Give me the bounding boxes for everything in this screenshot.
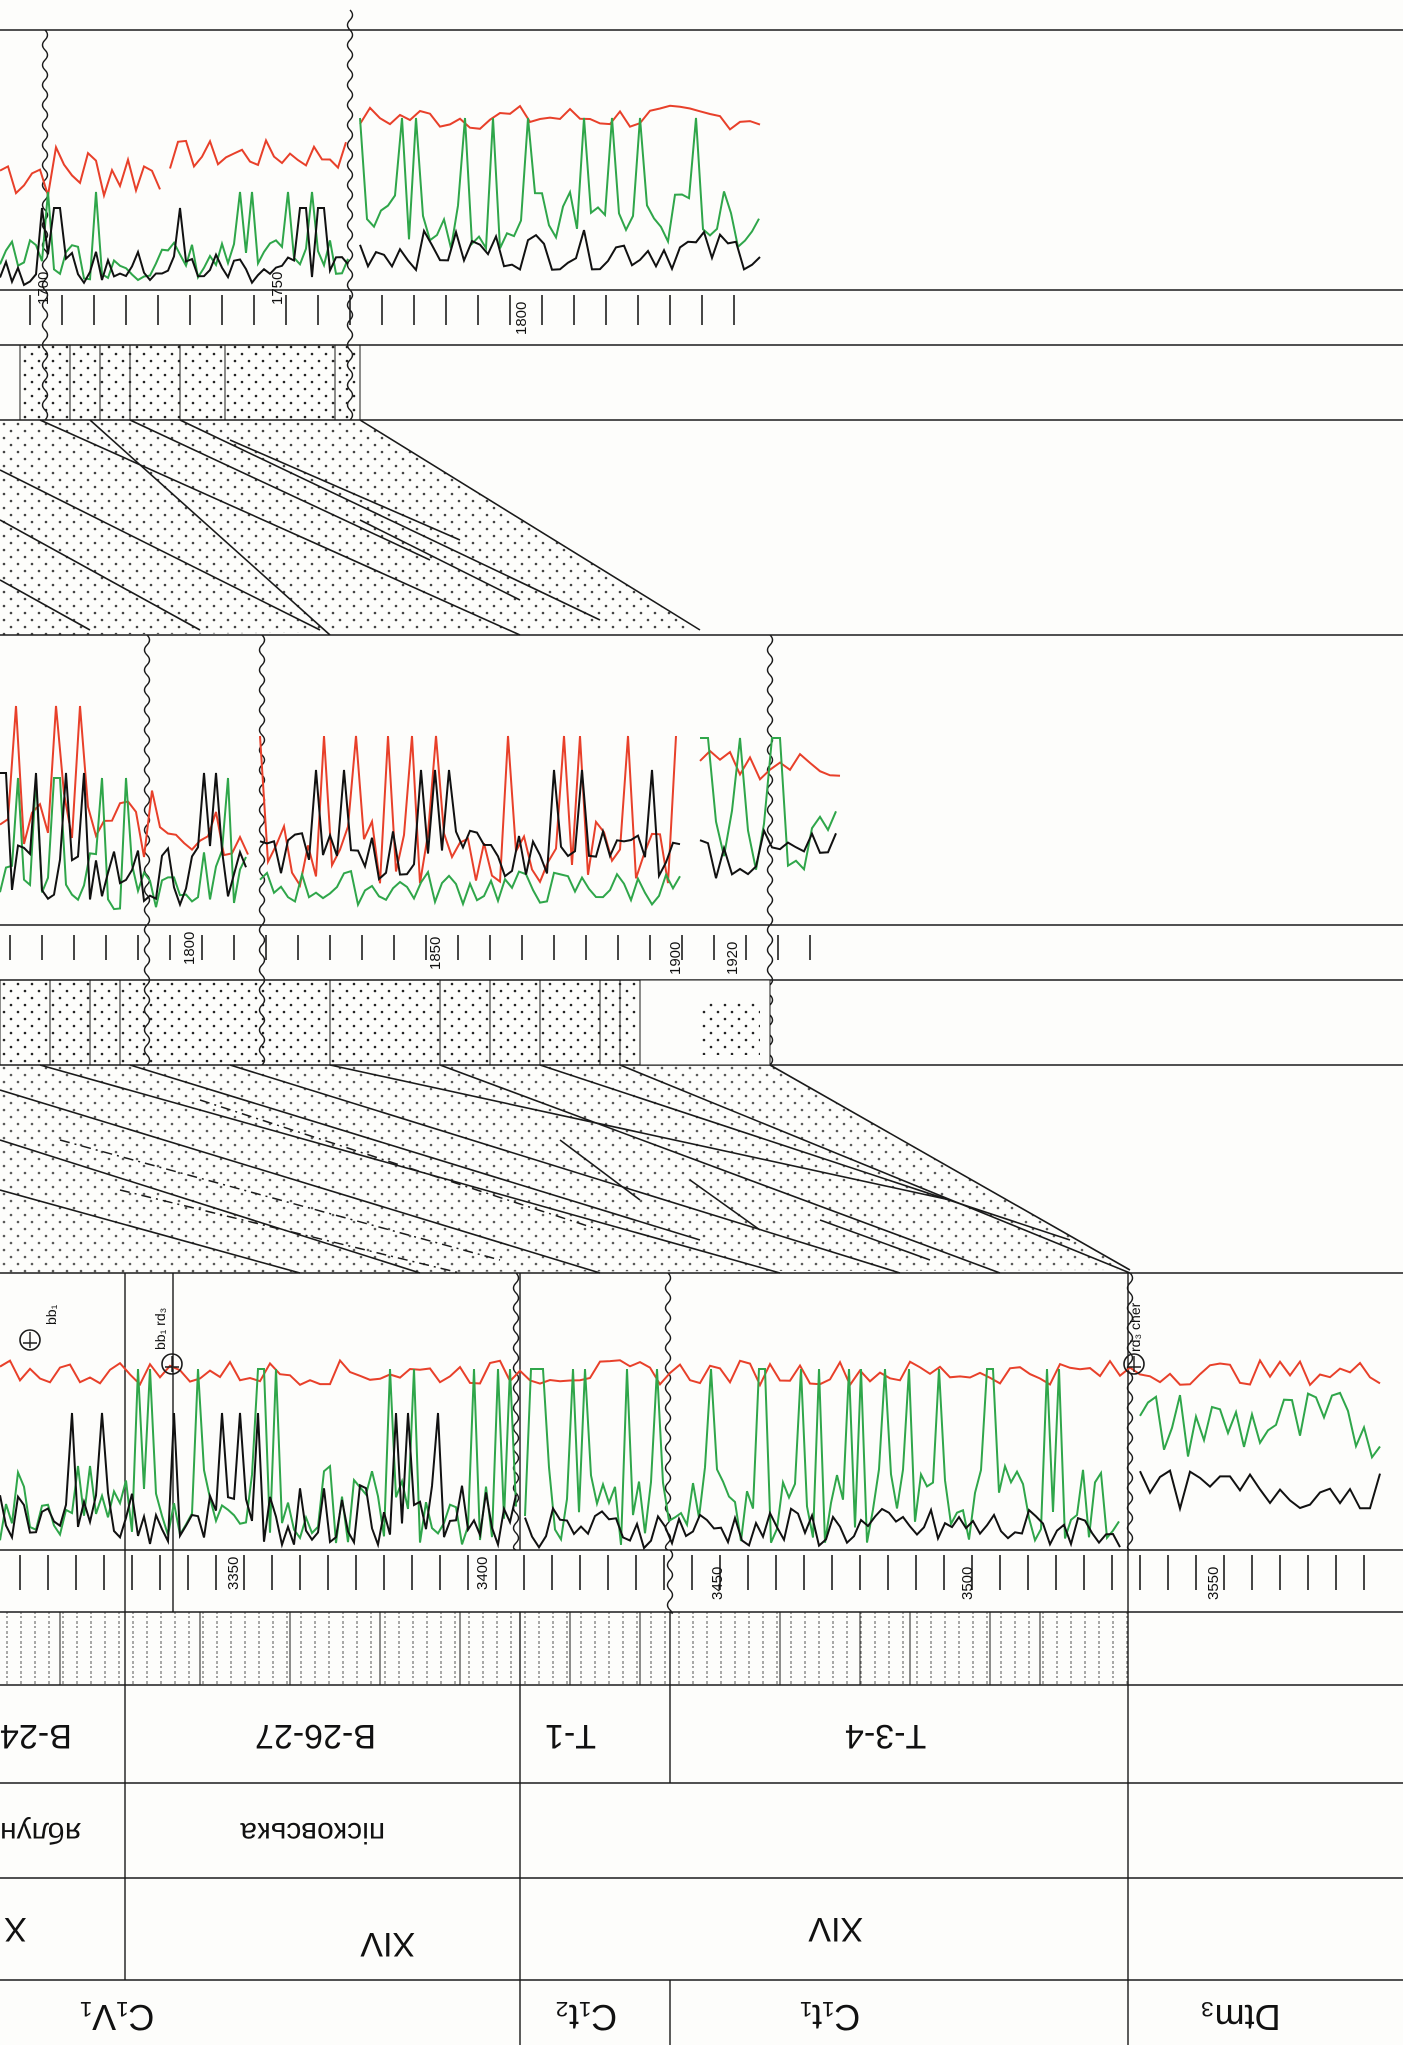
layer-label-b24: В-24 — [0, 1717, 72, 1755]
layer-label-t1: Т-1 — [545, 1717, 596, 1755]
black-log-curve — [699, 827, 837, 879]
strat-unit-c1t2: C₁t₂ — [555, 1997, 617, 2038]
red-log-curve — [0, 143, 161, 200]
depth-label: 3350 — [225, 1557, 242, 1590]
green-log-curve — [0, 1368, 517, 1545]
green-log-curve — [1139, 1391, 1381, 1460]
marker-bb1-rd3: bb₁ rd₃ — [152, 1308, 183, 1375]
marker-label: bb₁ — [43, 1304, 59, 1325]
black-log-curve — [259, 769, 681, 881]
cycle-label: X — [4, 1910, 27, 1948]
lithology-column-well2 — [0, 979, 771, 1066]
marker-label: rd₃ cher — [1127, 1302, 1143, 1352]
green-log-curve — [359, 117, 760, 252]
depth-label: 3400 — [474, 1557, 491, 1590]
depth-label: 1850 — [427, 937, 444, 970]
horizon-label-piskovska: пісковська — [240, 1816, 385, 1849]
marker-rd3-cher: rd₃ cher — [1123, 1302, 1145, 1375]
green-log-curve — [0, 191, 349, 282]
black-log-curve — [0, 1412, 517, 1549]
black-log-curve — [524, 1505, 1121, 1550]
red-log-curve — [169, 137, 347, 170]
red-log-curve — [359, 104, 761, 131]
marker-bb1-top: bb₁ — [19, 1304, 59, 1351]
black-log-curve — [0, 772, 247, 908]
green-log-curve — [259, 869, 681, 908]
depth-label: 1800 — [181, 932, 198, 965]
strat-unit-dtm3: Dtm₃ — [1200, 1997, 1281, 2038]
black-log-curve — [359, 228, 761, 273]
horizon-label-yablun: яблун — [0, 1816, 81, 1849]
depth-labels-well3: 1700 1750 1800 — [35, 272, 530, 335]
red-log-curve — [259, 735, 677, 888]
correlation-zone-upper — [0, 419, 701, 636]
marker-label: bb₁ rd₃ — [152, 1308, 168, 1350]
red-log-curve — [0, 1358, 1381, 1388]
black-log-curve — [1139, 1469, 1381, 1513]
layer-label-b2627: В-26-27 — [255, 1717, 376, 1755]
strat-unit-c1v1: C₁V₁ — [80, 1997, 154, 2038]
lithology-column-well1 — [0, 1612, 1128, 1685]
depth-label: 3550 — [1205, 1567, 1222, 1600]
depth-ticks — [9, 295, 1365, 1590]
depth-label: 1920 — [724, 942, 741, 975]
lithology-column-well3 — [19, 344, 361, 421]
cycle-label: XIV — [360, 1925, 415, 1963]
cycle-label: XIV — [808, 1910, 863, 1948]
depth-label: 1700 — [35, 272, 52, 305]
green-log-curve — [524, 1368, 1120, 1546]
layer-label-t34: Т-3-4 — [845, 1717, 926, 1755]
black-log-curve — [0, 207, 349, 287]
depth-labels-well2: 1800 1850 1900 1920 — [181, 932, 741, 975]
depth-label: 1800 — [513, 302, 530, 335]
log-curves — [0, 104, 1381, 1550]
depth-labels-well1: 3350 3400 3450 3500 3550 — [225, 1557, 1222, 1600]
correlation-zone-lower — [0, 1064, 1131, 1274]
strat-unit-c1t1: C₁t₁ — [800, 1997, 860, 2038]
depth-label: 1900 — [667, 942, 684, 975]
depth-label: 1750 — [269, 272, 286, 305]
depth-label: 3450 — [709, 1567, 726, 1600]
depth-label: 3500 — [959, 1567, 976, 1600]
